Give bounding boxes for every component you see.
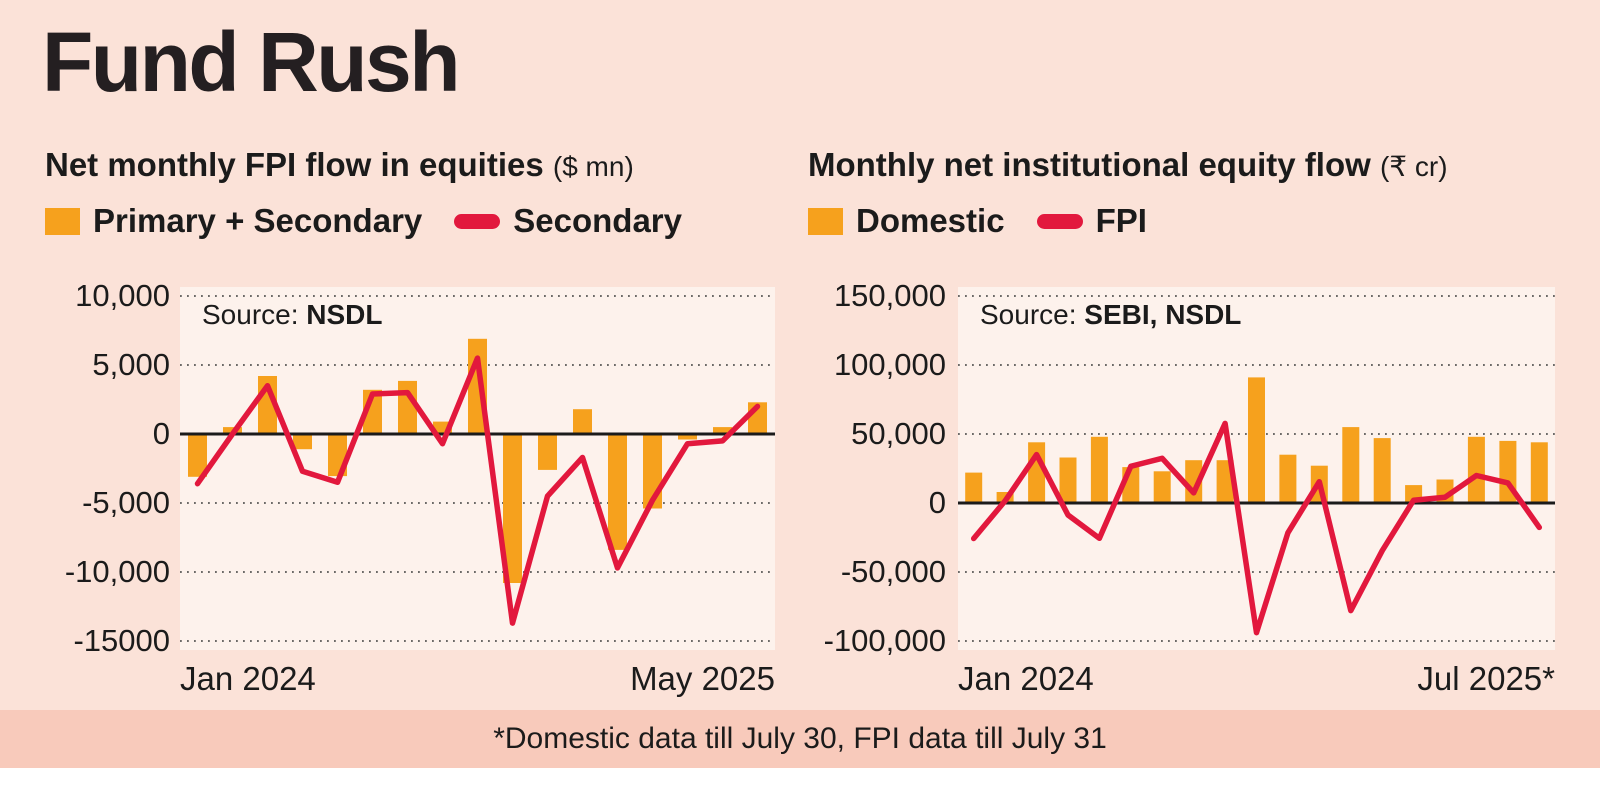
y-axis-tick-label: 0 (152, 416, 170, 451)
legend-label: Secondary (513, 202, 683, 239)
x-axis-start-label: Jan 2024 (180, 660, 316, 697)
y-axis-tick-label: -5,000 (82, 485, 170, 520)
x-axis: Jan 2024 Jul 2025* (958, 660, 1555, 698)
line-series (970, 420, 1543, 636)
source-value: NSDL (306, 299, 383, 330)
left-chart-legend: Primary + Secondary Secondary (45, 202, 682, 240)
right-chart-title-text: Monthly net institutional equity flow (808, 146, 1371, 183)
bar (1467, 436, 1485, 503)
source-note: Source: SEBI, NSDL (980, 299, 1241, 331)
legend-label: FPI (1095, 202, 1147, 239)
right-chart-legend: Domestic FPI (808, 202, 1147, 240)
line-series (194, 355, 761, 626)
legend-item-primary-secondary: Primary + Secondary (45, 202, 422, 240)
y-axis-tick-label: -50,000 (840, 554, 946, 589)
source-note: Source: NSDL (202, 299, 383, 331)
footnote-bar: *Domestic data till July 30, FPI data ti… (0, 710, 1600, 768)
bar (1028, 442, 1046, 503)
y-axis-tick-label: 5,000 (92, 347, 170, 382)
left-chart-title: Net monthly FPI flow in equities ($ mn) (45, 146, 634, 184)
right-chart: 150,000 100,000 50,000 0 -50,000 -100,000 Sou… (808, 279, 1555, 716)
y-axis-tick-label: 150,000 (833, 278, 946, 313)
bar (1530, 442, 1548, 503)
left-chart: 10,000 5,000 0 -5,000 -10,000 -15000 Source: … (45, 279, 775, 716)
bar (573, 409, 592, 434)
y-axis-tick-label: 10,000 (75, 278, 170, 313)
page-title: Fund Rush (42, 15, 461, 109)
footnote-text: *Domestic data till July 30, FPI data ti… (493, 722, 1107, 755)
line-swatch-icon (454, 213, 501, 229)
bar-swatch-icon (808, 207, 843, 235)
source-label: Source: (202, 299, 299, 330)
bar (293, 434, 312, 450)
right-chart-canvas (958, 295, 1555, 642)
source-label: Source: (980, 299, 1077, 330)
x-axis-end-label: Jul 2025* (1417, 660, 1555, 697)
left-chart-title-text: Net monthly FPI flow in equities (45, 146, 544, 183)
right-chart-plot: Source: SEBI, NSDL (958, 287, 1555, 650)
left-chart-canvas (180, 295, 775, 642)
legend-item-domestic: Domestic (808, 202, 1005, 240)
y-axis-tick-label: 0 (928, 485, 946, 520)
legend-item-secondary: Secondary (454, 202, 682, 240)
bar (398, 380, 417, 434)
y-axis-tick-label: -10,000 (64, 554, 170, 589)
x-axis-start-label: Jan 2024 (958, 660, 1094, 697)
bar (965, 472, 983, 503)
bar (538, 434, 557, 470)
bar (1090, 436, 1108, 503)
legend-label: Primary + Secondary (93, 202, 423, 239)
bar (1059, 457, 1077, 503)
bar (1216, 460, 1234, 503)
x-axis-end-label: May 2025 (630, 660, 775, 697)
left-chart-plot: Source: NSDL (180, 287, 775, 650)
y-axis-tick-label: 50,000 (851, 416, 946, 451)
left-chart-unit: ($ mn) (552, 151, 634, 182)
right-chart-unit: (₹ cr) (1379, 151, 1448, 182)
bar-swatch-icon (45, 207, 80, 235)
bottom-strip (0, 768, 1600, 786)
y-axis-tick-label: -100,000 (823, 623, 946, 658)
bar (678, 434, 697, 440)
y-axis-tick-label: -15000 (73, 623, 170, 658)
legend-label: Domestic (856, 202, 1005, 239)
bar (608, 434, 627, 550)
bar (188, 434, 207, 477)
bar (1373, 438, 1391, 503)
bar (1279, 454, 1297, 503)
x-axis: Jan 2024 May 2025 (180, 660, 775, 698)
bar (1342, 427, 1360, 503)
y-axis-tick-label: 100,000 (833, 347, 946, 382)
y-axis: 10,000 5,000 0 -5,000 -10,000 -15000 (45, 279, 170, 658)
bar (713, 427, 732, 434)
bar (1248, 377, 1265, 503)
bar (503, 434, 522, 583)
line-swatch-icon (1036, 213, 1083, 229)
legend-item-fpi: FPI (1036, 202, 1147, 240)
right-chart-title: Monthly net institutional equity flow (₹… (808, 146, 1448, 184)
bar (1153, 471, 1171, 503)
y-axis: 150,000 100,000 50,000 0 -50,000 -100,000 (808, 279, 946, 658)
source-value: SEBI, NSDL (1084, 299, 1242, 330)
